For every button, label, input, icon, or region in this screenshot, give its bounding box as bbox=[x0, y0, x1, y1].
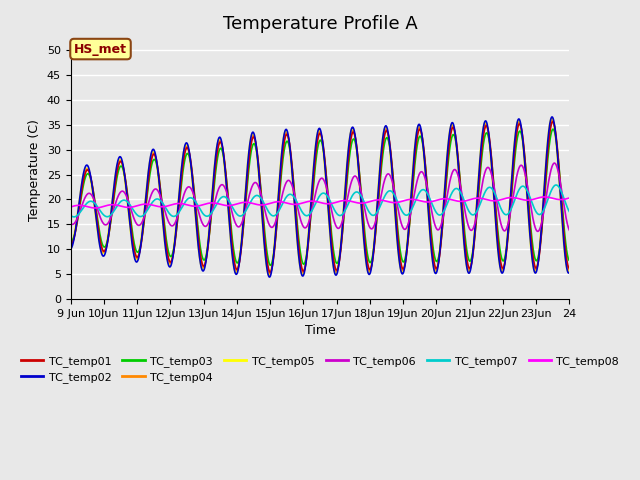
Y-axis label: Temperature (C): Temperature (C) bbox=[28, 119, 41, 220]
Title: Temperature Profile A: Temperature Profile A bbox=[223, 15, 417, 33]
Legend: TC_temp01, TC_temp02, TC_temp03, TC_temp04, TC_temp05, TC_temp06, TC_temp07, TC_: TC_temp01, TC_temp02, TC_temp03, TC_temp… bbox=[16, 351, 624, 387]
X-axis label: Time: Time bbox=[305, 324, 335, 337]
Text: HS_met: HS_met bbox=[74, 43, 127, 56]
